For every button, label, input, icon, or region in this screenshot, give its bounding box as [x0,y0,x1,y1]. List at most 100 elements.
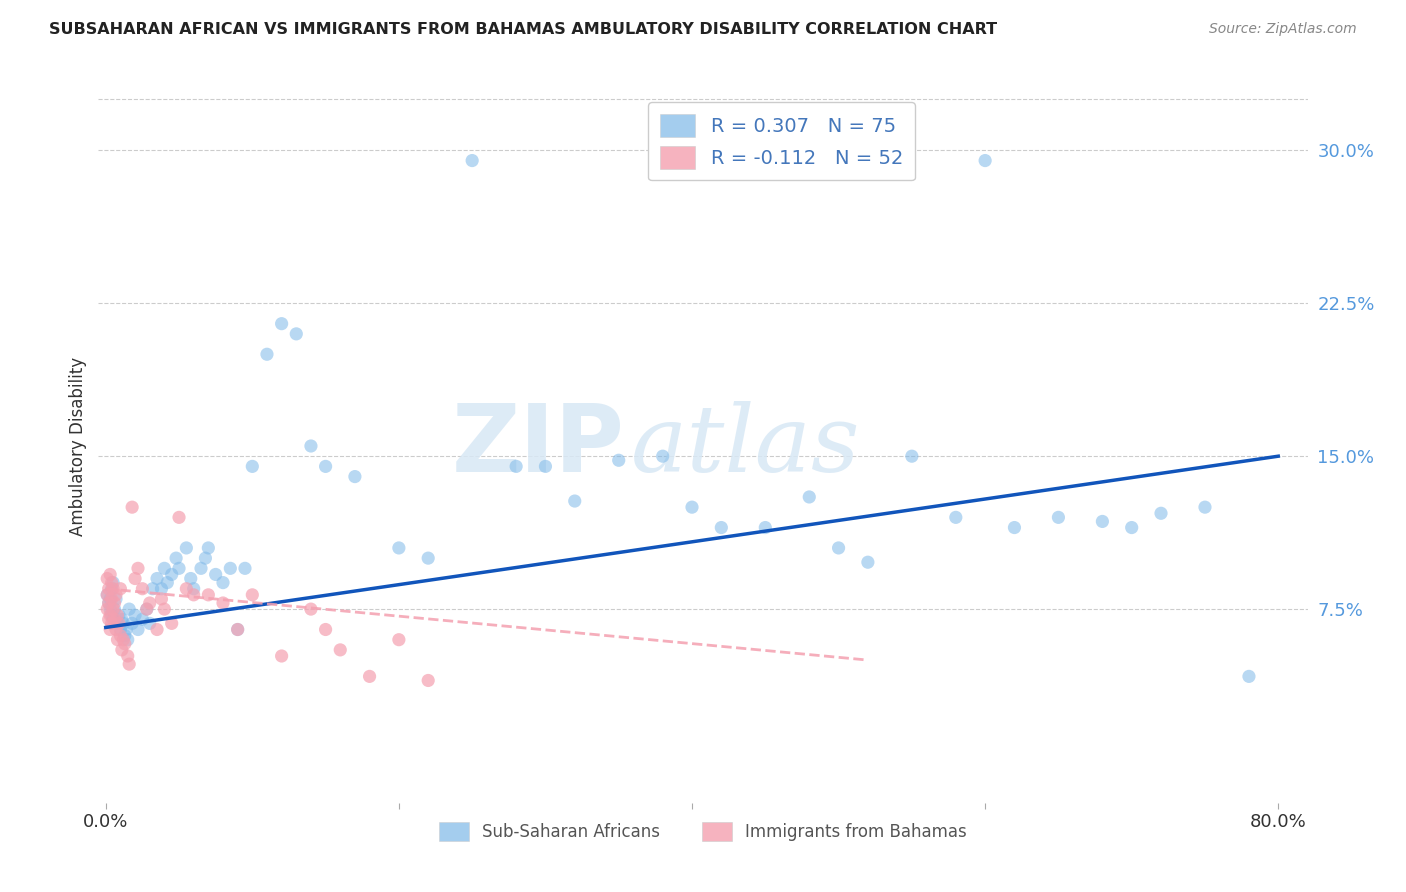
Point [285,326,308,341]
Point [131,582,153,596]
Point [299,439,322,453]
Point [197,541,219,555]
Point [117,648,139,663]
Point [100,575,122,590]
Point [299,602,322,616]
Point [108,616,131,631]
Point [107,616,129,631]
Point [1091,515,1114,529]
Point [176,541,198,555]
Y-axis label: Ambulatory Disability: Ambulatory Disability [69,357,87,535]
Point [153,602,176,616]
Point [100,591,122,606]
Point [97,596,120,610]
Point [315,623,337,637]
Point [101,582,124,596]
Point [799,490,821,504]
Point [118,602,141,616]
Point [754,520,776,534]
Point [827,541,849,555]
Point [240,588,263,602]
Point [105,591,128,606]
Point [418,673,440,688]
Point [135,602,157,616]
Point [112,632,135,647]
Point [315,459,337,474]
Point [101,602,124,616]
Point [233,561,256,575]
Point [651,449,673,463]
Point [183,582,205,596]
Point [150,582,173,596]
Point [190,561,212,575]
Point [111,612,134,626]
Point [270,648,292,663]
Point [110,629,132,643]
Point [131,612,153,626]
Point [138,616,160,631]
Point [142,582,165,596]
Point [1121,520,1143,534]
Point [156,575,179,590]
Point [105,588,128,602]
Point [1194,500,1216,515]
Point [117,632,139,647]
Point [97,582,120,596]
Point [98,623,121,637]
Point [167,510,190,524]
Point [204,567,226,582]
Point [212,575,235,590]
Point [183,588,205,602]
Point [974,153,997,168]
Point [101,612,124,626]
Point [388,541,411,555]
Point [564,494,586,508]
Point [96,602,118,616]
Point [226,623,249,637]
Point [121,500,143,515]
Point [110,582,132,596]
Point [98,602,121,616]
Point [194,551,217,566]
Point [105,623,128,637]
Point [681,500,703,515]
Point [534,459,557,474]
Point [101,575,124,590]
Point [418,551,440,566]
Point [901,449,924,463]
Point [176,582,198,596]
Point [114,637,136,651]
Point [115,623,138,637]
Point [121,616,143,631]
Point [461,153,484,168]
Point [329,643,352,657]
Point [100,582,122,596]
Point [138,596,160,610]
Point [100,608,122,623]
Point [127,561,149,575]
Point [160,616,183,631]
Point [219,561,242,575]
Text: atlas: atlas [630,401,860,491]
Point [96,588,118,602]
Point [1047,510,1070,524]
Point [96,588,118,602]
Point [270,317,292,331]
Point [1150,506,1173,520]
Point [97,596,120,610]
Point [124,572,146,586]
Point [505,459,527,474]
Point [96,572,118,586]
Point [153,561,176,575]
Point [212,596,235,610]
Point [124,608,146,623]
Text: SUBSAHARAN AFRICAN VS IMMIGRANTS FROM BAHAMAS AMBULATORY DISABILITY CORRELATION : SUBSAHARAN AFRICAN VS IMMIGRANTS FROM BA… [49,22,997,37]
Point [240,459,263,474]
Point [160,567,183,582]
Point [107,632,129,647]
Point [165,551,187,566]
Point [607,453,630,467]
Point [98,591,121,606]
Text: Source: ZipAtlas.com: Source: ZipAtlas.com [1209,22,1357,37]
Point [167,561,190,575]
